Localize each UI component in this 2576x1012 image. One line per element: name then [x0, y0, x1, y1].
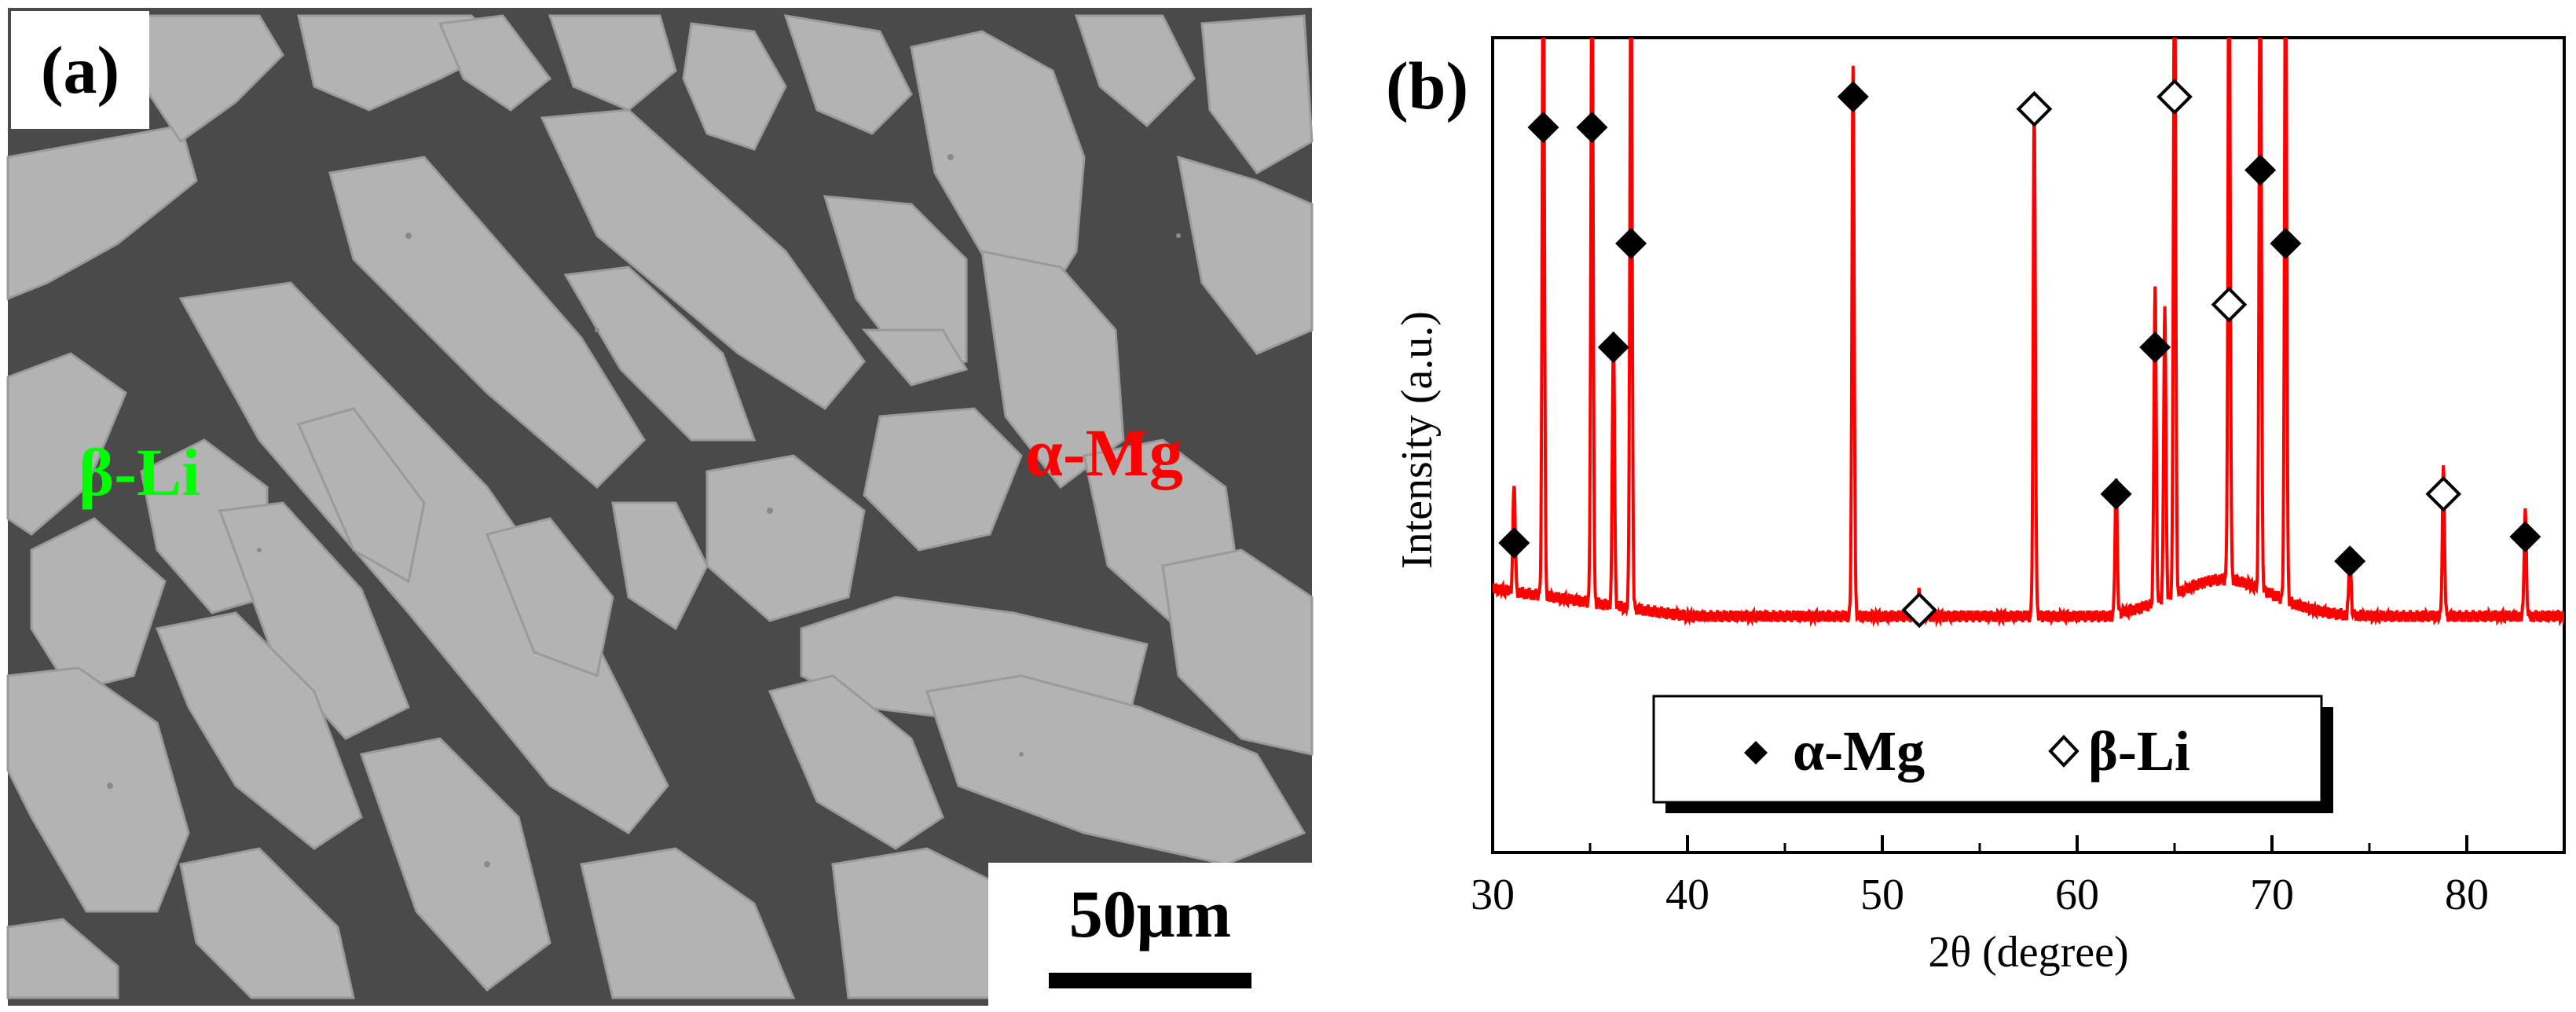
- alpha-mg-marker: [2270, 227, 2302, 259]
- xrd-chart: (b) 30 40 50 60 70 80 α-Mg β-Li Intensity (a.…: [1386, 36, 2566, 977]
- legend-box: [1652, 695, 2323, 804]
- beta-li-marker: [1901, 592, 1937, 629]
- label-background-a: [11, 11, 149, 129]
- panel-label-a: (a): [41, 32, 119, 108]
- x-tick-label: 80: [2445, 871, 2489, 919]
- legend-beta-li: β-Li: [2088, 720, 2190, 783]
- scale-bar-label: 50μm: [1069, 876, 1231, 952]
- x-tick-label: 30: [1471, 871, 1515, 919]
- alpha-mg-marker: [2509, 521, 2541, 553]
- x-tick-label: 50: [1860, 871, 1904, 919]
- alpha-mg-marker: [2139, 332, 2171, 364]
- alpha-mg-label: α-Mg: [1025, 415, 1183, 490]
- micrograph-speckle: [107, 154, 1181, 867]
- beta-li-marker: [2016, 90, 2053, 127]
- alpha-mg-marker: [2100, 478, 2132, 510]
- alpha-mg-marker: [1576, 112, 1608, 144]
- legend-open-diamond-icon: [2048, 735, 2079, 768]
- legend-alpha-mg: α-Mg: [1793, 720, 1925, 783]
- alpha-mg-marker: [1597, 332, 1629, 364]
- legend-filled-diamond-icon: [1744, 741, 1768, 764]
- micrograph-image: [6, 8, 1314, 1006]
- x-axis-label: 2θ (degree): [1928, 928, 2128, 977]
- scale-bar: [1049, 973, 1251, 988]
- x-tick-label: 60: [2055, 871, 2099, 919]
- alpha-mg-marker: [1498, 526, 1530, 559]
- x-tick-label: 70: [2250, 871, 2294, 919]
- beta-li-marker: [2156, 79, 2193, 116]
- sem-micrograph: (a) β-Li α-Mg 50μm: [6, 8, 1314, 1006]
- xrd-chart-panel: (b) 30 40 50 60 70 80 α-Mg β-Li Intensity (a.…: [1336, 0, 2576, 1008]
- beta-li-marker: [2425, 475, 2462, 512]
- alpha-mg-marker: [1527, 112, 1559, 144]
- panel-label-b: (b): [1386, 48, 1468, 123]
- alpha-mg-marker: [2334, 545, 2366, 578]
- alpha-mg-marker: [2244, 154, 2277, 186]
- beta-li-label: β-Li: [79, 434, 200, 510]
- beta-li-marker: [2211, 286, 2248, 323]
- x-tick-label: 40: [1665, 871, 1709, 919]
- alpha-mg-marker: [1615, 227, 1647, 259]
- sem-micrograph-panel: (a) β-Li α-Mg 50μm: [6, 8, 1314, 1006]
- plot-frame: [1491, 36, 2566, 854]
- y-axis-label: Intensity (a.u.): [1393, 311, 1442, 569]
- alpha-mg-marker: [1837, 81, 1869, 113]
- xrd-series-line: [1493, 38, 2564, 628]
